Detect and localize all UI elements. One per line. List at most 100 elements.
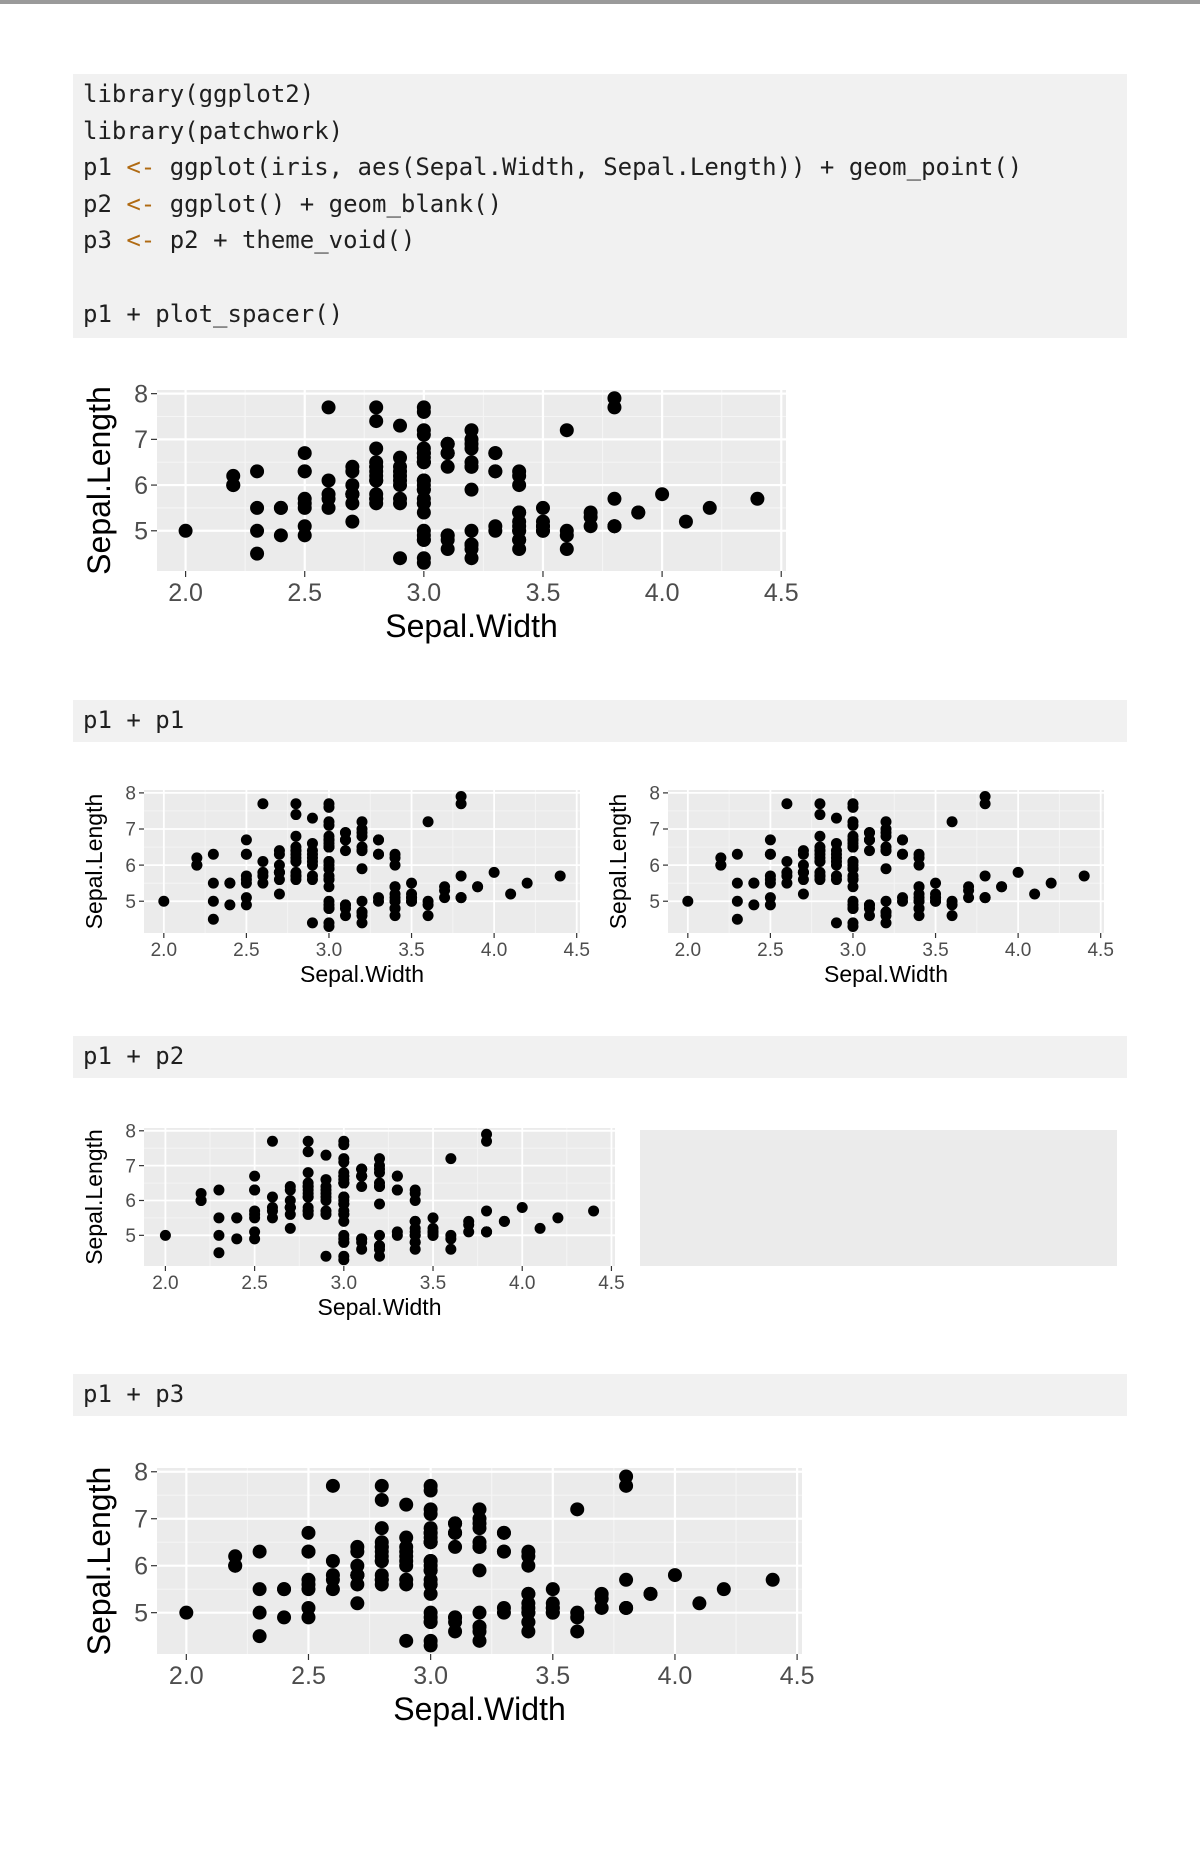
data-point <box>273 866 285 878</box>
code-text: p1 + p1 <box>83 706 185 734</box>
data-point <box>667 1568 682 1583</box>
data-point <box>781 877 793 889</box>
data-point <box>325 1568 340 1583</box>
x-tick-label: 4.5 <box>780 1662 815 1690</box>
x-axis-title: Sepal.Width <box>317 1294 441 1320</box>
data-point <box>464 482 479 497</box>
x-tick-label: 4.0 <box>481 940 507 961</box>
code-line: p1 + p2 <box>83 1038 1117 1075</box>
data-point <box>512 468 527 483</box>
y-tick-label: 7 <box>134 426 148 454</box>
data-point <box>913 852 925 864</box>
data-point <box>374 1243 385 1255</box>
plot-p1-void: 2.0 2.5 3.0 3.5 4.0 4.5 5 6 7 8 Sepal.Width Sepal.L… <box>81 1459 815 1727</box>
data-point <box>250 464 265 479</box>
data-point <box>570 1502 585 1517</box>
data-point <box>472 1624 487 1639</box>
data-point <box>284 1222 296 1234</box>
data-point <box>356 816 368 828</box>
data-point <box>814 830 826 842</box>
data-point <box>797 866 809 878</box>
y-tick-label: 5 <box>134 1599 148 1627</box>
data-point <box>393 551 408 566</box>
data-point <box>302 1208 314 1220</box>
data-point <box>847 798 859 810</box>
data-point <box>195 1194 207 1206</box>
data-point <box>731 913 743 925</box>
data-point <box>369 496 384 511</box>
data-point <box>655 487 670 502</box>
top-border <box>0 0 1200 4</box>
data-point <box>301 1610 316 1625</box>
y-tick-label: 7 <box>134 1505 148 1533</box>
data-point <box>445 1153 457 1165</box>
data-point <box>257 866 269 878</box>
data-point <box>748 899 760 911</box>
data-point <box>559 542 574 557</box>
data-point <box>897 848 909 860</box>
data-point <box>321 400 336 415</box>
data-point <box>678 514 693 529</box>
data-point <box>321 500 336 515</box>
data-point <box>423 1563 438 1578</box>
data-point <box>880 845 892 857</box>
data-point <box>290 848 302 860</box>
blank-panel-p2 <box>640 1130 1117 1266</box>
data-point <box>588 1205 600 1217</box>
data-point <box>339 899 351 911</box>
data-point <box>266 1191 278 1203</box>
data-point <box>416 482 431 497</box>
data-point <box>356 1163 368 1175</box>
x-tick-label: 4.5 <box>764 579 799 607</box>
data-point <box>302 1167 314 1179</box>
data-point <box>472 1605 487 1620</box>
data-point <box>356 1181 368 1193</box>
data-point <box>455 892 467 904</box>
x-tick-label: 2.5 <box>241 1273 267 1294</box>
code-text: p1 <box>83 153 127 182</box>
data-point <box>345 464 360 479</box>
data-point <box>323 798 335 810</box>
data-point <box>338 1135 350 1147</box>
data-point <box>266 1212 278 1224</box>
data-point <box>302 1146 314 1158</box>
x-tick-label: 3.5 <box>535 1662 570 1690</box>
data-point <box>290 830 302 842</box>
data-point <box>554 870 566 882</box>
code-line <box>83 259 1117 296</box>
data-point <box>191 859 203 871</box>
y-axis-title: Sepal.Length <box>605 794 631 930</box>
data-point <box>464 441 479 456</box>
data-point <box>521 877 533 889</box>
data-point <box>325 1554 340 1568</box>
data-point <box>207 848 219 860</box>
data-point <box>356 863 368 875</box>
x-tick-label: 2.0 <box>169 1662 204 1690</box>
data-point <box>946 910 958 922</box>
data-point <box>301 1544 316 1559</box>
data-point <box>472 1521 487 1536</box>
data-point <box>455 870 467 882</box>
data-point <box>374 1167 385 1179</box>
data-point <box>374 1577 389 1592</box>
data-point <box>350 1544 365 1559</box>
data-point <box>781 856 793 867</box>
data-point <box>716 1582 731 1597</box>
data-point <box>207 895 219 907</box>
data-point <box>350 1568 365 1583</box>
data-point <box>764 899 776 911</box>
data-point <box>252 1582 267 1597</box>
data-point <box>273 848 285 860</box>
data-point <box>880 830 892 842</box>
data-point <box>464 459 479 474</box>
data-point <box>619 1469 634 1484</box>
plot-p1-left: 2.0 2.5 3.0 3.5 4.0 4.5 5 6 7 8 Sepal.Width Sepal.L… <box>81 784 590 988</box>
data-point <box>797 888 809 900</box>
data-point <box>692 1596 707 1611</box>
data-point <box>607 391 622 406</box>
data-point <box>559 528 574 543</box>
data-point <box>399 1544 414 1559</box>
data-point <box>521 1586 536 1601</box>
data-point <box>521 1549 536 1564</box>
data-point <box>423 1615 438 1630</box>
